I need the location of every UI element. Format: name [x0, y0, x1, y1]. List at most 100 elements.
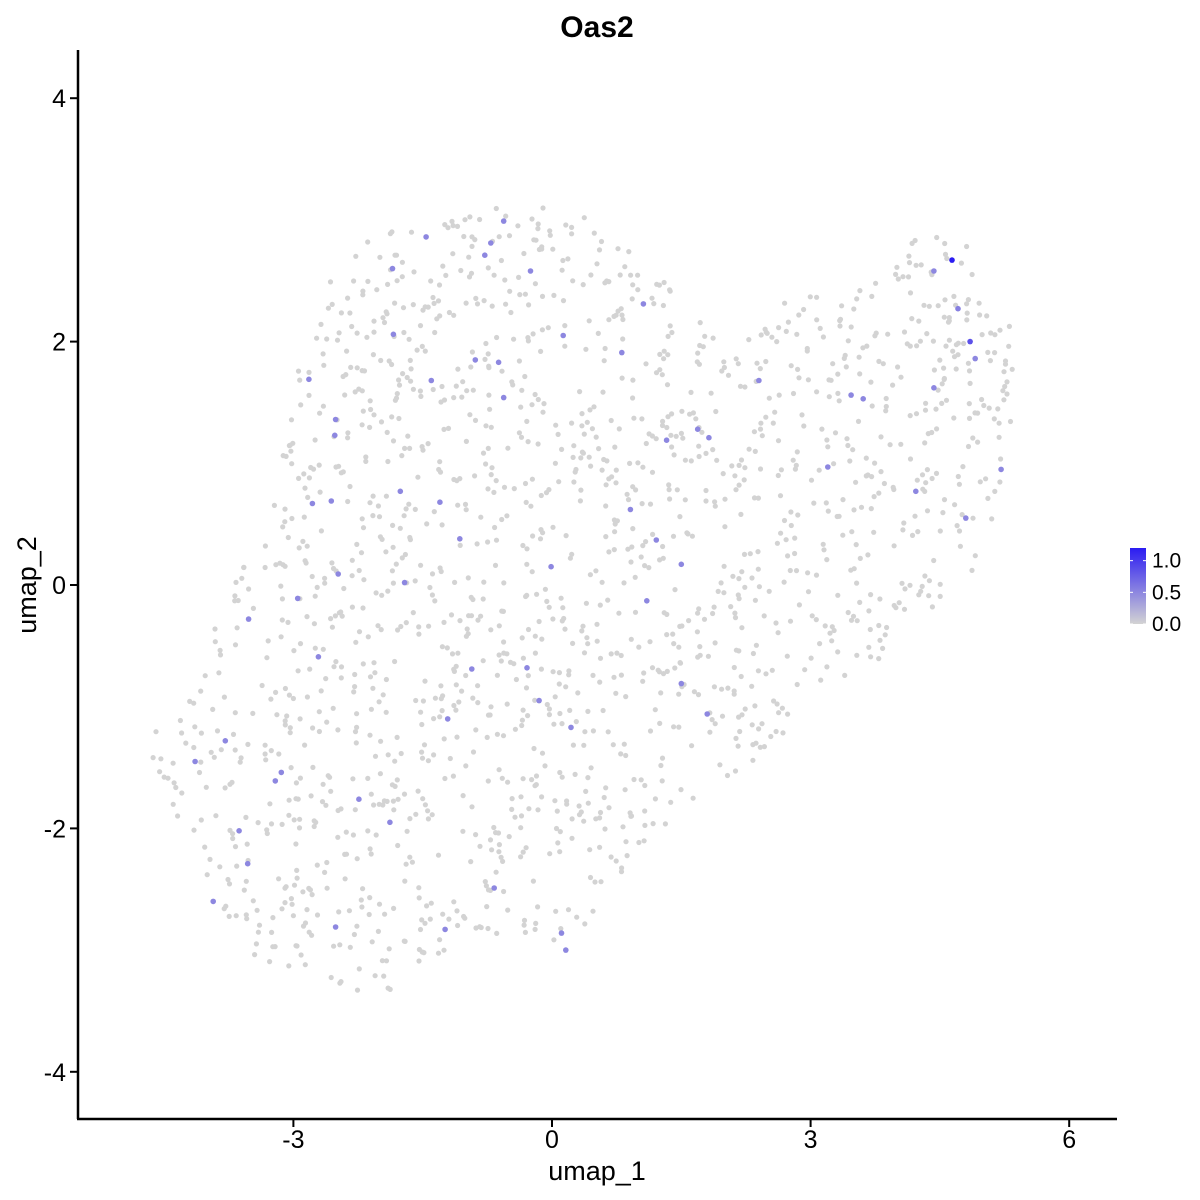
- cell-point: [860, 345, 866, 351]
- cell-point: [918, 588, 924, 594]
- cell-point: [506, 233, 513, 239]
- cell-point: [338, 310, 344, 316]
- cell-point: [957, 543, 964, 549]
- x-axis-ticks: -3 0 3 6: [282, 1119, 1076, 1154]
- cell-point: [520, 655, 527, 661]
- cell-point: [659, 778, 665, 784]
- cell-point: [695, 654, 701, 660]
- cell-point: [618, 652, 624, 659]
- cell-point: [652, 796, 659, 802]
- cell-point: [324, 859, 330, 866]
- cell-point: [674, 487, 680, 493]
- cell-point: [613, 312, 619, 318]
- cell-point: [304, 543, 310, 549]
- cell-point: [392, 758, 398, 764]
- cell-point: [761, 613, 767, 619]
- cell-point: [732, 610, 738, 616]
- cell-point: [647, 639, 653, 645]
- cell-point: [613, 467, 619, 473]
- cell-point: [282, 885, 288, 891]
- cell-point: [306, 475, 312, 481]
- cell-point: [406, 501, 412, 507]
- cell-point: [819, 426, 825, 432]
- cell-point: [737, 383, 744, 389]
- x-tick-label: 3: [804, 1126, 818, 1154]
- cell-point: [535, 226, 541, 232]
- cell-point: [301, 514, 307, 520]
- cell-point: [473, 727, 479, 733]
- cell-point: [854, 580, 860, 586]
- cell-point: [384, 429, 390, 435]
- cell-point: [282, 506, 288, 512]
- cell-point: [280, 562, 286, 568]
- cell-point: [866, 608, 872, 614]
- cell-point: [713, 408, 719, 415]
- cell-point: [796, 375, 802, 381]
- cell-point: [965, 443, 972, 450]
- cell-point: [289, 515, 295, 522]
- cell-point: [763, 358, 769, 365]
- cell-point: [217, 652, 224, 658]
- cell-point: [418, 393, 424, 399]
- cell-point: [857, 371, 863, 377]
- cell-point: [618, 672, 625, 678]
- cell-point: [670, 533, 677, 539]
- cell-point: [524, 592, 530, 599]
- cell-point: [848, 324, 854, 330]
- cell-point: [459, 394, 465, 400]
- cell-point: [594, 261, 600, 267]
- cell-point: [851, 566, 857, 572]
- cell-point: [369, 939, 375, 945]
- cell-point: [250, 710, 256, 717]
- cell-point: [569, 231, 575, 237]
- cell-point: [620, 824, 626, 830]
- cell-point: [690, 795, 696, 801]
- cell-point: [417, 323, 424, 329]
- cell-point: [814, 389, 820, 395]
- cell-point: [570, 742, 577, 748]
- cell-point: [661, 348, 667, 354]
- cell-point: [742, 384, 748, 390]
- cell-point: [710, 610, 716, 617]
- cell-point: [550, 524, 556, 530]
- cell-point: [972, 553, 978, 559]
- expressing-cell-point: [848, 392, 854, 398]
- cell-point: [695, 692, 702, 698]
- cell-point: [419, 343, 425, 349]
- cell-point: [349, 604, 355, 610]
- expressing-cell-point: [272, 778, 279, 784]
- cell-point: [431, 752, 437, 758]
- cell-point: [718, 580, 724, 586]
- cell-point: [336, 463, 342, 469]
- cell-point: [909, 316, 915, 322]
- cell-point: [264, 830, 270, 837]
- cell-point: [347, 944, 353, 950]
- cell-point: [474, 541, 480, 547]
- cell-point: [749, 683, 755, 689]
- cell-point: [591, 404, 597, 410]
- cell-point: [884, 624, 890, 631]
- cell-point: [877, 637, 883, 643]
- cell-point: [544, 598, 550, 605]
- cell-point: [915, 529, 921, 535]
- cell-point: [534, 591, 540, 597]
- cell-point: [598, 879, 604, 885]
- cell-point: [345, 435, 351, 441]
- cell-point: [630, 395, 636, 401]
- cell-point: [518, 825, 524, 831]
- cell-point: [223, 903, 229, 909]
- expressing-cell-point: [328, 498, 335, 504]
- cell-point: [937, 528, 943, 534]
- cell-point: [520, 849, 526, 855]
- cell-point: [631, 776, 637, 783]
- cell-point: [961, 340, 967, 347]
- cell-point: [455, 650, 461, 656]
- cell-point: [931, 557, 937, 564]
- cell-point: [312, 645, 318, 651]
- cell-point: [694, 629, 701, 635]
- cell-point: [763, 414, 769, 420]
- cell-point: [345, 295, 351, 301]
- cell-point: [578, 455, 584, 461]
- cell-point: [338, 675, 344, 681]
- cell-point: [492, 562, 499, 569]
